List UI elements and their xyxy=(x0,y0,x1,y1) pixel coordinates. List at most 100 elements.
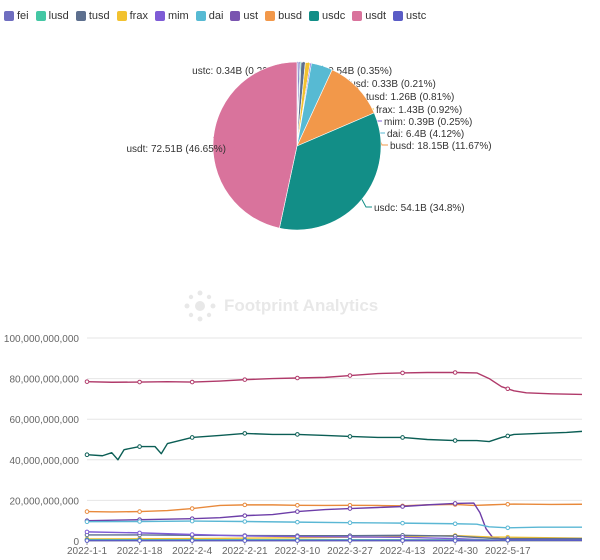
series-point-ust xyxy=(84,518,90,524)
series-point-busd xyxy=(295,502,300,508)
series-point-usdc xyxy=(400,435,405,440)
x-tick-label: 2022-4-13 xyxy=(380,546,426,557)
series-point-lusd xyxy=(505,537,511,543)
series-point-frax xyxy=(400,534,405,539)
series-point-frax xyxy=(347,534,353,540)
y-tick-label: 80,000,000,000 xyxy=(9,375,79,386)
legend-item-dai[interactable]: dai xyxy=(195,10,223,22)
series-point-tusd xyxy=(400,533,405,538)
footprint-logo-icon xyxy=(184,290,216,322)
series-point-busd xyxy=(137,509,142,514)
legend-item-ust[interactable]: ust xyxy=(230,10,258,22)
series-point-busd xyxy=(347,502,353,508)
series-point-usdt xyxy=(452,370,458,375)
pie-label-usdt: usdt: 72.51B (46.65%) xyxy=(126,144,226,155)
legend-swatch xyxy=(154,11,165,21)
legend-label: usdt xyxy=(365,10,387,22)
series-point-dai xyxy=(400,520,405,526)
pie-chart: ustc: 0.34B (0.22%) fei: 0.54B (0.35%) lus… xyxy=(126,61,492,231)
legend-swatch xyxy=(195,11,206,21)
series-point-fei xyxy=(189,537,195,543)
legend-item-mim[interactable]: mim xyxy=(154,10,189,22)
series-point-lusd xyxy=(295,537,300,543)
series-point-ust xyxy=(452,501,458,506)
series-point-fei xyxy=(505,537,511,543)
pie-label-mim: mim: 0.39B (0.25%) xyxy=(384,117,472,128)
series-point-lusd xyxy=(242,537,248,543)
pie-label-busd: busd: 18.15B (11.67%) xyxy=(390,141,492,152)
series-point-tusd xyxy=(347,533,353,539)
series-point-ust xyxy=(400,504,405,509)
series-point-usdt xyxy=(84,379,90,384)
series-point-usdt xyxy=(347,373,353,378)
series-point-dai xyxy=(242,519,248,524)
legend-item-frax[interactable]: frax xyxy=(116,10,148,22)
series-point-tusd xyxy=(189,533,195,538)
series-line-tusd[interactable] xyxy=(87,534,582,540)
legend-item-usdc[interactable]: usdc xyxy=(308,10,346,22)
series-line-dai[interactable] xyxy=(86,520,582,529)
series-point-ustc xyxy=(505,537,511,543)
legend-item-usdt[interactable]: usdt xyxy=(352,10,386,22)
series-point-mim xyxy=(242,533,248,539)
pie-label-usdc: usdc: 54.1B (34.8%) xyxy=(374,203,465,214)
series-point-tusd xyxy=(242,533,248,538)
series-point-dai xyxy=(452,521,458,527)
series-point-usdt xyxy=(505,386,511,392)
series-point-usdc xyxy=(347,434,353,439)
chart-legend: fei lusd tusd frax mim dai ust busd usdc usdt ustc xyxy=(4,8,433,24)
series-point-dai xyxy=(84,519,90,525)
series-point-usdt xyxy=(137,379,142,385)
legend-swatch xyxy=(116,11,127,21)
y-tick-label: 60,000,000,000 xyxy=(9,415,79,426)
legend-swatch xyxy=(393,11,404,21)
series-point-tusd xyxy=(452,533,458,539)
series-line-mim[interactable] xyxy=(86,531,583,541)
series-point-fei xyxy=(347,537,353,543)
watermark: Footprint Analytics xyxy=(182,288,378,324)
legend-item-lusd[interactable]: lusd xyxy=(35,10,69,22)
series-line-busd[interactable] xyxy=(86,503,583,513)
series-line-usdt[interactable] xyxy=(86,371,583,396)
series-point-dai xyxy=(189,518,195,524)
series-point-frax xyxy=(189,536,195,541)
series-line-ust[interactable] xyxy=(86,502,583,541)
series-point-busd xyxy=(84,509,90,514)
pie-label-frax: frax: 1.43B (0.92%) xyxy=(376,105,462,116)
y-tick-label: 0 xyxy=(73,537,79,548)
legend-item-fei[interactable]: fei xyxy=(4,10,29,22)
pie-label-tusd: tusd: 1.26B (0.81%) xyxy=(366,92,454,103)
legend-label: mim xyxy=(167,10,189,22)
series-point-frax xyxy=(295,535,300,541)
legend-label: ust xyxy=(243,10,259,22)
series-point-usdt xyxy=(242,377,248,382)
series-point-fei xyxy=(295,537,300,543)
legend-swatch xyxy=(352,11,363,21)
series-line-usdc[interactable] xyxy=(86,430,583,461)
pie-label-lusd: lusd: 0.33B (0.21%) xyxy=(348,79,436,90)
series-point-usdc xyxy=(242,431,248,436)
pie-slice-usdc[interactable] xyxy=(279,112,382,231)
y-tick-label: 40,000,000,000 xyxy=(9,456,79,467)
pie-leader-usdc xyxy=(361,199,372,208)
x-tick-label: 2022-2-4 xyxy=(172,546,212,557)
series-point-ustc xyxy=(347,538,353,543)
series-point-ustc xyxy=(189,538,195,543)
legend-item-busd[interactable]: busd xyxy=(265,10,302,22)
pie-leader-busd xyxy=(356,87,388,146)
series-point-frax xyxy=(505,534,511,540)
legend-item-ustc[interactable]: ustc xyxy=(393,10,426,22)
series-point-ust xyxy=(189,516,195,521)
series-line-frax[interactable] xyxy=(86,534,583,540)
x-tick-label: 2022-2-21 xyxy=(222,546,268,557)
y-tick-label: 100,000,000,000 xyxy=(4,334,80,345)
legend-label: usdc xyxy=(321,10,346,22)
series-point-ustc xyxy=(84,538,90,543)
y-tick-label: 20,000,000,000 xyxy=(9,496,79,507)
series-point-ust xyxy=(505,536,511,542)
legend-item-tusd[interactable]: tusd xyxy=(75,10,110,22)
x-tick-label: 2022-1-1 xyxy=(67,546,107,557)
series-point-dai xyxy=(137,519,142,524)
x-tick-label: 2022-4-30 xyxy=(432,546,478,557)
series-point-mim xyxy=(505,537,511,543)
